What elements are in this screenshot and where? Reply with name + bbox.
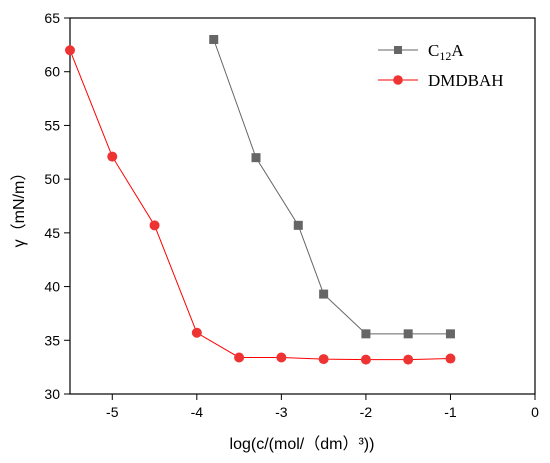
data-point-c12a [251,153,261,163]
legend: C12A DMDBAH [378,41,504,90]
legend-marker-dmdbah [393,75,403,85]
axis-ticks: -5 -4 -3 -2 -1 0 30 35 40 45 50 55 60 65 [44,10,539,420]
data-point-dmdbah [65,45,75,56]
x-axis-title: log(c/(mol/（dm）³)) [230,435,375,453]
y-tick-label: 65 [44,10,60,26]
x-tick-label: -5 [106,404,119,420]
data-point-c12a [403,329,413,339]
x-tick-label: -4 [191,404,204,420]
y-axis-title: γ（mN/m） [10,165,28,248]
y-tick-label: 40 [44,279,60,295]
x-tick-label: 0 [531,404,539,420]
data-point-c12a [361,329,371,339]
data-point-dmdbah [107,151,118,162]
x-tick-label: -2 [360,404,373,420]
data-point-dmdbah [360,354,371,365]
data-point-dmdbah [191,327,202,338]
series-layer [65,34,456,365]
legend-marker-c12a [394,46,402,54]
y-tick-label: 35 [44,332,60,348]
y-tick-label: 50 [44,171,60,187]
data-point-c12a [293,220,303,230]
plot-frame [69,17,536,395]
data-point-c12a [209,34,219,44]
data-point-dmdbah [403,354,414,365]
y-tick-label: 55 [44,117,60,133]
x-tick-label: -1 [444,404,457,420]
data-point-dmdbah [234,352,245,363]
y-tick-label: 60 [44,64,60,80]
data-point-dmdbah [276,352,287,363]
data-point-c12a [445,329,455,339]
series-line-c12a [213,39,451,335]
data-point-dmdbah [445,353,456,364]
legend-label-dmdbah: DMDBAH [428,71,504,90]
data-point-c12a [319,289,329,299]
data-point-dmdbah [149,220,160,231]
y-tick-label: 30 [44,386,60,402]
series-line-dmdbah [69,50,451,361]
y-tick-label: 45 [44,225,60,241]
data-point-dmdbah [318,354,329,365]
legend-label-c12a: C12A [428,41,464,63]
x-tick-label: -3 [275,404,288,420]
